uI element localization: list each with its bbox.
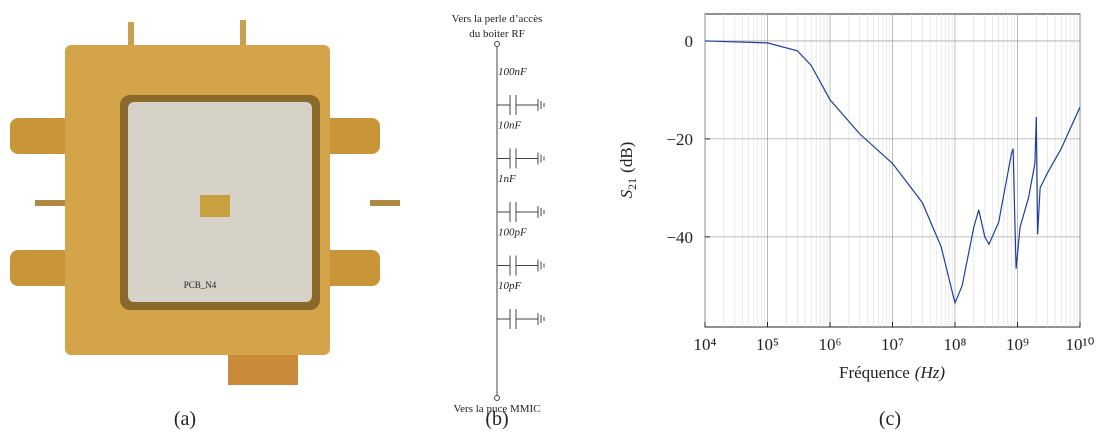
y-tick-label: −20 — [666, 130, 693, 149]
y-tick-label: 0 — [685, 32, 694, 51]
caption: (b) — [485, 408, 508, 430]
y-tick-label: −40 — [666, 228, 693, 247]
x-tick-label: 10⁶ — [819, 335, 842, 354]
y-label-symbol: S — [617, 189, 636, 198]
capacitor-label: 10nF — [498, 120, 522, 132]
x-tick-label: 10⁵ — [756, 335, 779, 354]
x-label-text: Fréquence — [839, 363, 910, 382]
chart: S21 (dB) Fréquence (Hz) 10⁴ 10⁵ 10⁶ 10⁷ 10⁸ 10⁹… — [617, 13, 1095, 382]
x-tick-label: 10⁴ — [694, 335, 717, 354]
capacitor-label: 10pF — [498, 280, 522, 292]
data-line — [704, 40, 1081, 305]
x-tick-label: 10¹⁰ — [1066, 335, 1095, 354]
x-label-unit: (Hz) — [915, 363, 946, 382]
y-label-unit: (dB) — [617, 142, 636, 173]
schematic-label: du boiter RF — [469, 28, 525, 40]
y-label-subscript: 21 — [625, 178, 639, 190]
x-tick-label: 10⁹ — [1006, 335, 1029, 354]
x-tick-label: 10⁷ — [881, 335, 904, 354]
capacitor-label: 100pF — [498, 227, 527, 239]
y-axis-label: S21 (dB) — [617, 142, 639, 199]
x-axis-label: Fréquence (Hz) — [839, 363, 945, 382]
pcb-label: PCB_N4 — [184, 280, 217, 290]
capacitor-label: 100nF — [498, 66, 527, 78]
schematic: Vers la perle d’accès du boiter RF Vers … — [452, 13, 545, 415]
caption: (c) — [879, 408, 901, 430]
photo: PCB_N4 — [10, 20, 400, 385]
schematic-label: Vers la puce MMIC — [453, 403, 540, 415]
capacitor-label: 1nF — [498, 173, 516, 185]
schematic-label: Vers la perle d’accès — [452, 13, 543, 25]
x-tick-label: 10⁸ — [944, 335, 967, 354]
caption: (a) — [174, 408, 196, 430]
